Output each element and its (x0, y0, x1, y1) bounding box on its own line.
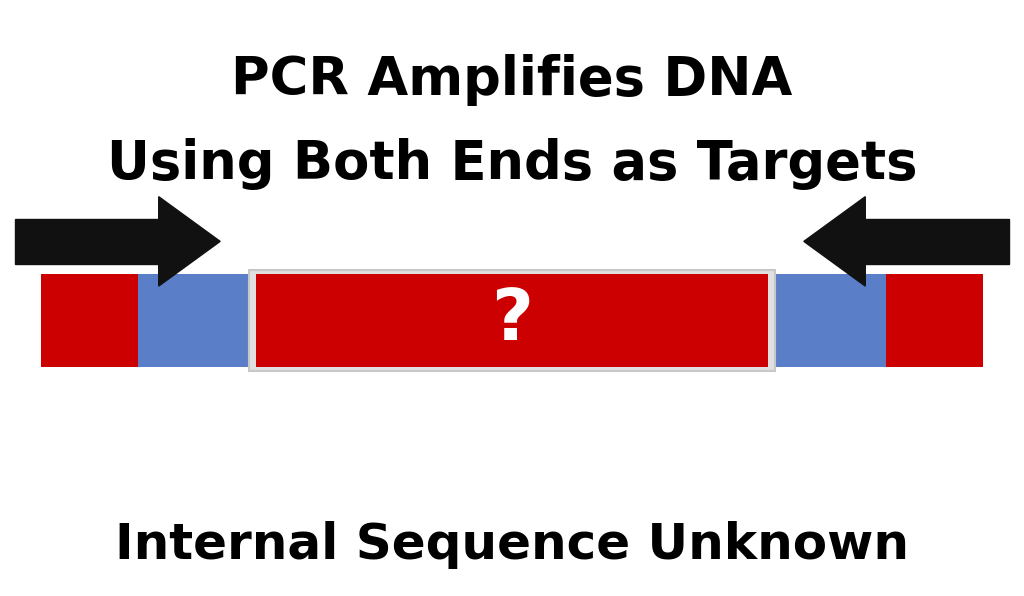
Bar (138, 274, 256, 367)
Polygon shape (159, 197, 220, 286)
Text: PCR Amplifies DNA: PCR Amplifies DNA (231, 54, 793, 107)
Text: Internal Sequence Unknown: Internal Sequence Unknown (115, 522, 909, 569)
Polygon shape (804, 197, 865, 286)
Text: ?: ? (490, 286, 534, 355)
Polygon shape (865, 219, 1009, 264)
Bar (768, 274, 886, 367)
Polygon shape (15, 219, 159, 264)
Bar (249, 270, 775, 371)
Text: Using Both Ends as Targets: Using Both Ends as Targets (106, 138, 918, 190)
Bar (41, 274, 138, 367)
Bar (886, 274, 983, 367)
Bar (256, 274, 768, 367)
